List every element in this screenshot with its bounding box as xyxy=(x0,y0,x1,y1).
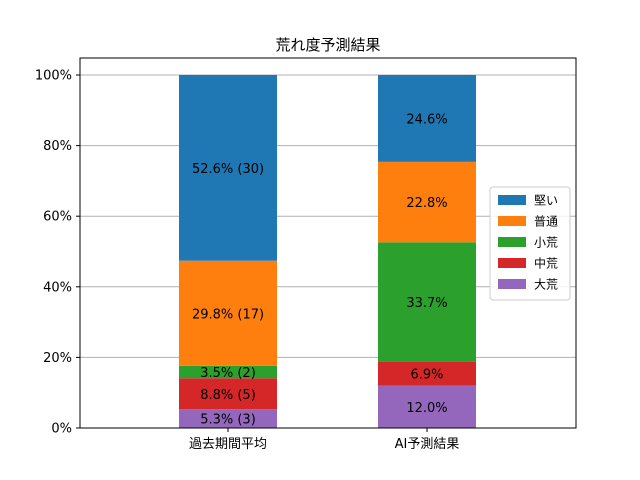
bar-data-label: 22.8% xyxy=(406,196,447,211)
bar-segment xyxy=(378,161,476,243)
legend-entry-label[interactable]: 中荒 xyxy=(534,256,558,271)
legend-swatch xyxy=(498,195,526,205)
y-tick-label: 20% xyxy=(43,351,72,366)
bar-data-label: 33.7% xyxy=(406,296,447,311)
y-tick-label: 0% xyxy=(51,422,72,437)
bar-data-label: 3.5% (2) xyxy=(200,366,256,381)
y-tick-label: 80% xyxy=(43,139,72,154)
bar-data-label: 29.8% (17) xyxy=(192,307,264,322)
bar-data-label: 5.3% (3) xyxy=(200,413,256,428)
legend-swatch xyxy=(498,279,526,289)
legend-swatch xyxy=(498,216,526,226)
chart-title: 荒れ度予測結果 xyxy=(275,36,380,54)
axes: 0% 20% 40% 60% 80% 100% 過去期間平均 AI予測結果 xyxy=(35,69,460,453)
bar-segment xyxy=(179,75,277,261)
bar-data-label: 52.6% (30) xyxy=(192,162,264,177)
bar-data-label: 8.8% (5) xyxy=(200,388,256,403)
bar-segment xyxy=(378,75,476,162)
legend-entry-label[interactable]: 小荒 xyxy=(534,236,558,250)
bar-data-label: 24.6% xyxy=(406,112,447,127)
plot-frame xyxy=(79,57,577,429)
legend-entry-label[interactable]: 大荒 xyxy=(534,278,558,292)
bar-segment xyxy=(378,385,476,428)
bar-segment xyxy=(179,378,277,410)
bar-segment xyxy=(179,365,277,379)
y-tick-label: 100% xyxy=(35,69,72,84)
data-labels: 5.3% (3) 8.8% (5) 3.5% (2) 29.8% (17) 52.6% … xyxy=(192,112,448,427)
bar-segment xyxy=(179,409,277,428)
bar-segment xyxy=(378,361,476,386)
legend-entry-label[interactable]: 堅い xyxy=(534,194,558,208)
bar-data-label: 6.9% xyxy=(410,367,443,382)
x-tick-label: AI予測結果 xyxy=(395,437,460,452)
legend-swatch xyxy=(498,258,526,268)
legend-entry-label[interactable]: 普通 xyxy=(534,215,558,229)
bar-data-label: 12.0% xyxy=(406,401,447,416)
y-tick-label: 40% xyxy=(43,280,72,295)
bars xyxy=(179,75,476,428)
bar-segment xyxy=(179,260,277,366)
y-tick-label: 60% xyxy=(43,210,72,225)
bar-segment xyxy=(378,242,476,362)
legend-swatch xyxy=(498,237,526,247)
x-tick-label: 過去期間平均 xyxy=(189,437,267,452)
legend-box xyxy=(489,186,571,301)
